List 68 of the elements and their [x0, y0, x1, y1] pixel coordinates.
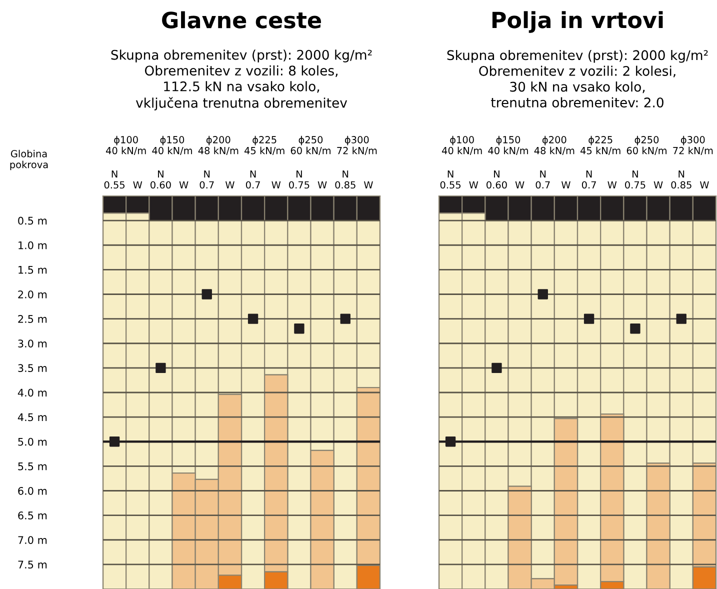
y-tick-label: 6.0 m — [18, 486, 47, 495]
y-tick-label: 0.5 m — [18, 216, 47, 225]
chart-title: Polja in vrtovi — [492, 11, 663, 33]
text: ϕ250 60 kN/m — [626, 136, 666, 156]
text: ϕ300 72 kN/m — [673, 136, 713, 156]
y-tick-label: 2.0 m — [18, 290, 47, 298]
x-tick-label: N 0.7 — [200, 170, 214, 189]
x-tick-label: N 0.7 — [582, 170, 596, 189]
x-tick-label: N 0.85 — [335, 170, 356, 189]
point — [109, 436, 120, 447]
point — [156, 362, 166, 374]
x-tick-label: N 0.55 — [104, 170, 125, 189]
y-tick-label: 7.5 m — [18, 560, 47, 569]
point — [202, 289, 212, 300]
text: ϕ150 40 kN/m — [488, 136, 528, 156]
point — [340, 314, 350, 324]
point — [294, 324, 304, 334]
x-tick-label: W — [133, 181, 142, 188]
text: ϕ200 48 kN/m — [534, 136, 574, 156]
x-tick-label: N 0.7 — [246, 170, 260, 189]
y-tick-label: 3.5 m — [18, 364, 47, 372]
x-tick-label: W — [700, 181, 709, 188]
chart-title: Glavne ceste — [162, 11, 321, 28]
x-tick-label: W — [469, 181, 478, 188]
x-tick-label: W — [272, 181, 281, 188]
chart-subtitle: Skupna obremenitev (prst): 2000 kg/m² Obremenitev z vozili: 2 kolesi, 30 kN na vsako kolo, trenutna obremenitev: 2.0 — [447, 50, 708, 108]
y-tick-label: 1.0 m — [18, 241, 47, 250]
x-tick-label: W — [225, 181, 234, 188]
y-tick-label: 5.5 m — [18, 462, 47, 470]
text: ϕ100 40 kN/m — [106, 136, 146, 156]
text: ϕ150 40 kN/m — [152, 136, 192, 156]
x-tick-label: W — [318, 181, 327, 188]
x-tick-label: W — [654, 181, 663, 188]
y-tick-label: 4.0 m — [18, 388, 47, 397]
y-tick-label: 4.5 m — [18, 413, 47, 422]
text: ϕ225 45 kN/m — [580, 136, 620, 156]
text: ϕ250 60 kN/m — [290, 136, 330, 156]
text: ϕ200 48 kN/m — [198, 136, 238, 156]
y-tick-label: 1.5 m — [18, 266, 47, 274]
point — [584, 314, 594, 324]
x-tick-label: N 0.7 — [536, 170, 550, 189]
x-tick-label: W — [608, 181, 617, 188]
y-tick-label: 5.0 m — [18, 438, 47, 446]
y-tick-label: 7.0 m — [18, 536, 47, 544]
y-tick-label: 2.5 m — [18, 315, 47, 323]
x-tick-label: N 0.60 — [486, 170, 507, 189]
text: ϕ300 72 kN/m — [337, 136, 377, 156]
text: ϕ100 40 kN/m — [442, 136, 482, 156]
y-tick-label: 3.0 m — [18, 340, 47, 348]
x-tick-label: W — [515, 181, 524, 188]
y-tick-label: 6.5 m — [18, 512, 47, 520]
x-tick-label: N 0.75 — [289, 170, 310, 189]
point — [676, 314, 686, 324]
x-tick-label: N 0.55 — [440, 170, 461, 189]
point — [538, 289, 548, 300]
x-tick-label: W — [561, 181, 570, 188]
text: ϕ225 45 kN/m — [244, 136, 284, 156]
y-axis-title: Globina pokrova — [10, 150, 48, 170]
point — [492, 362, 502, 374]
chart-subtitle: Skupna obremenitev (prst): 2000 kg/m² Obremenitev z vozili: 8 koles, 112.5 kN na vsako kolo, vključena trenutna obremenitev — [111, 50, 372, 110]
x-tick-label: N 0.60 — [150, 170, 171, 189]
point — [445, 436, 456, 447]
x-tick-label: N 0.75 — [625, 170, 646, 189]
x-tick-label: N 0.85 — [671, 170, 692, 189]
x-tick-label: W — [179, 181, 188, 188]
point — [630, 324, 640, 334]
x-tick-label: W — [364, 181, 373, 188]
point — [248, 314, 258, 324]
